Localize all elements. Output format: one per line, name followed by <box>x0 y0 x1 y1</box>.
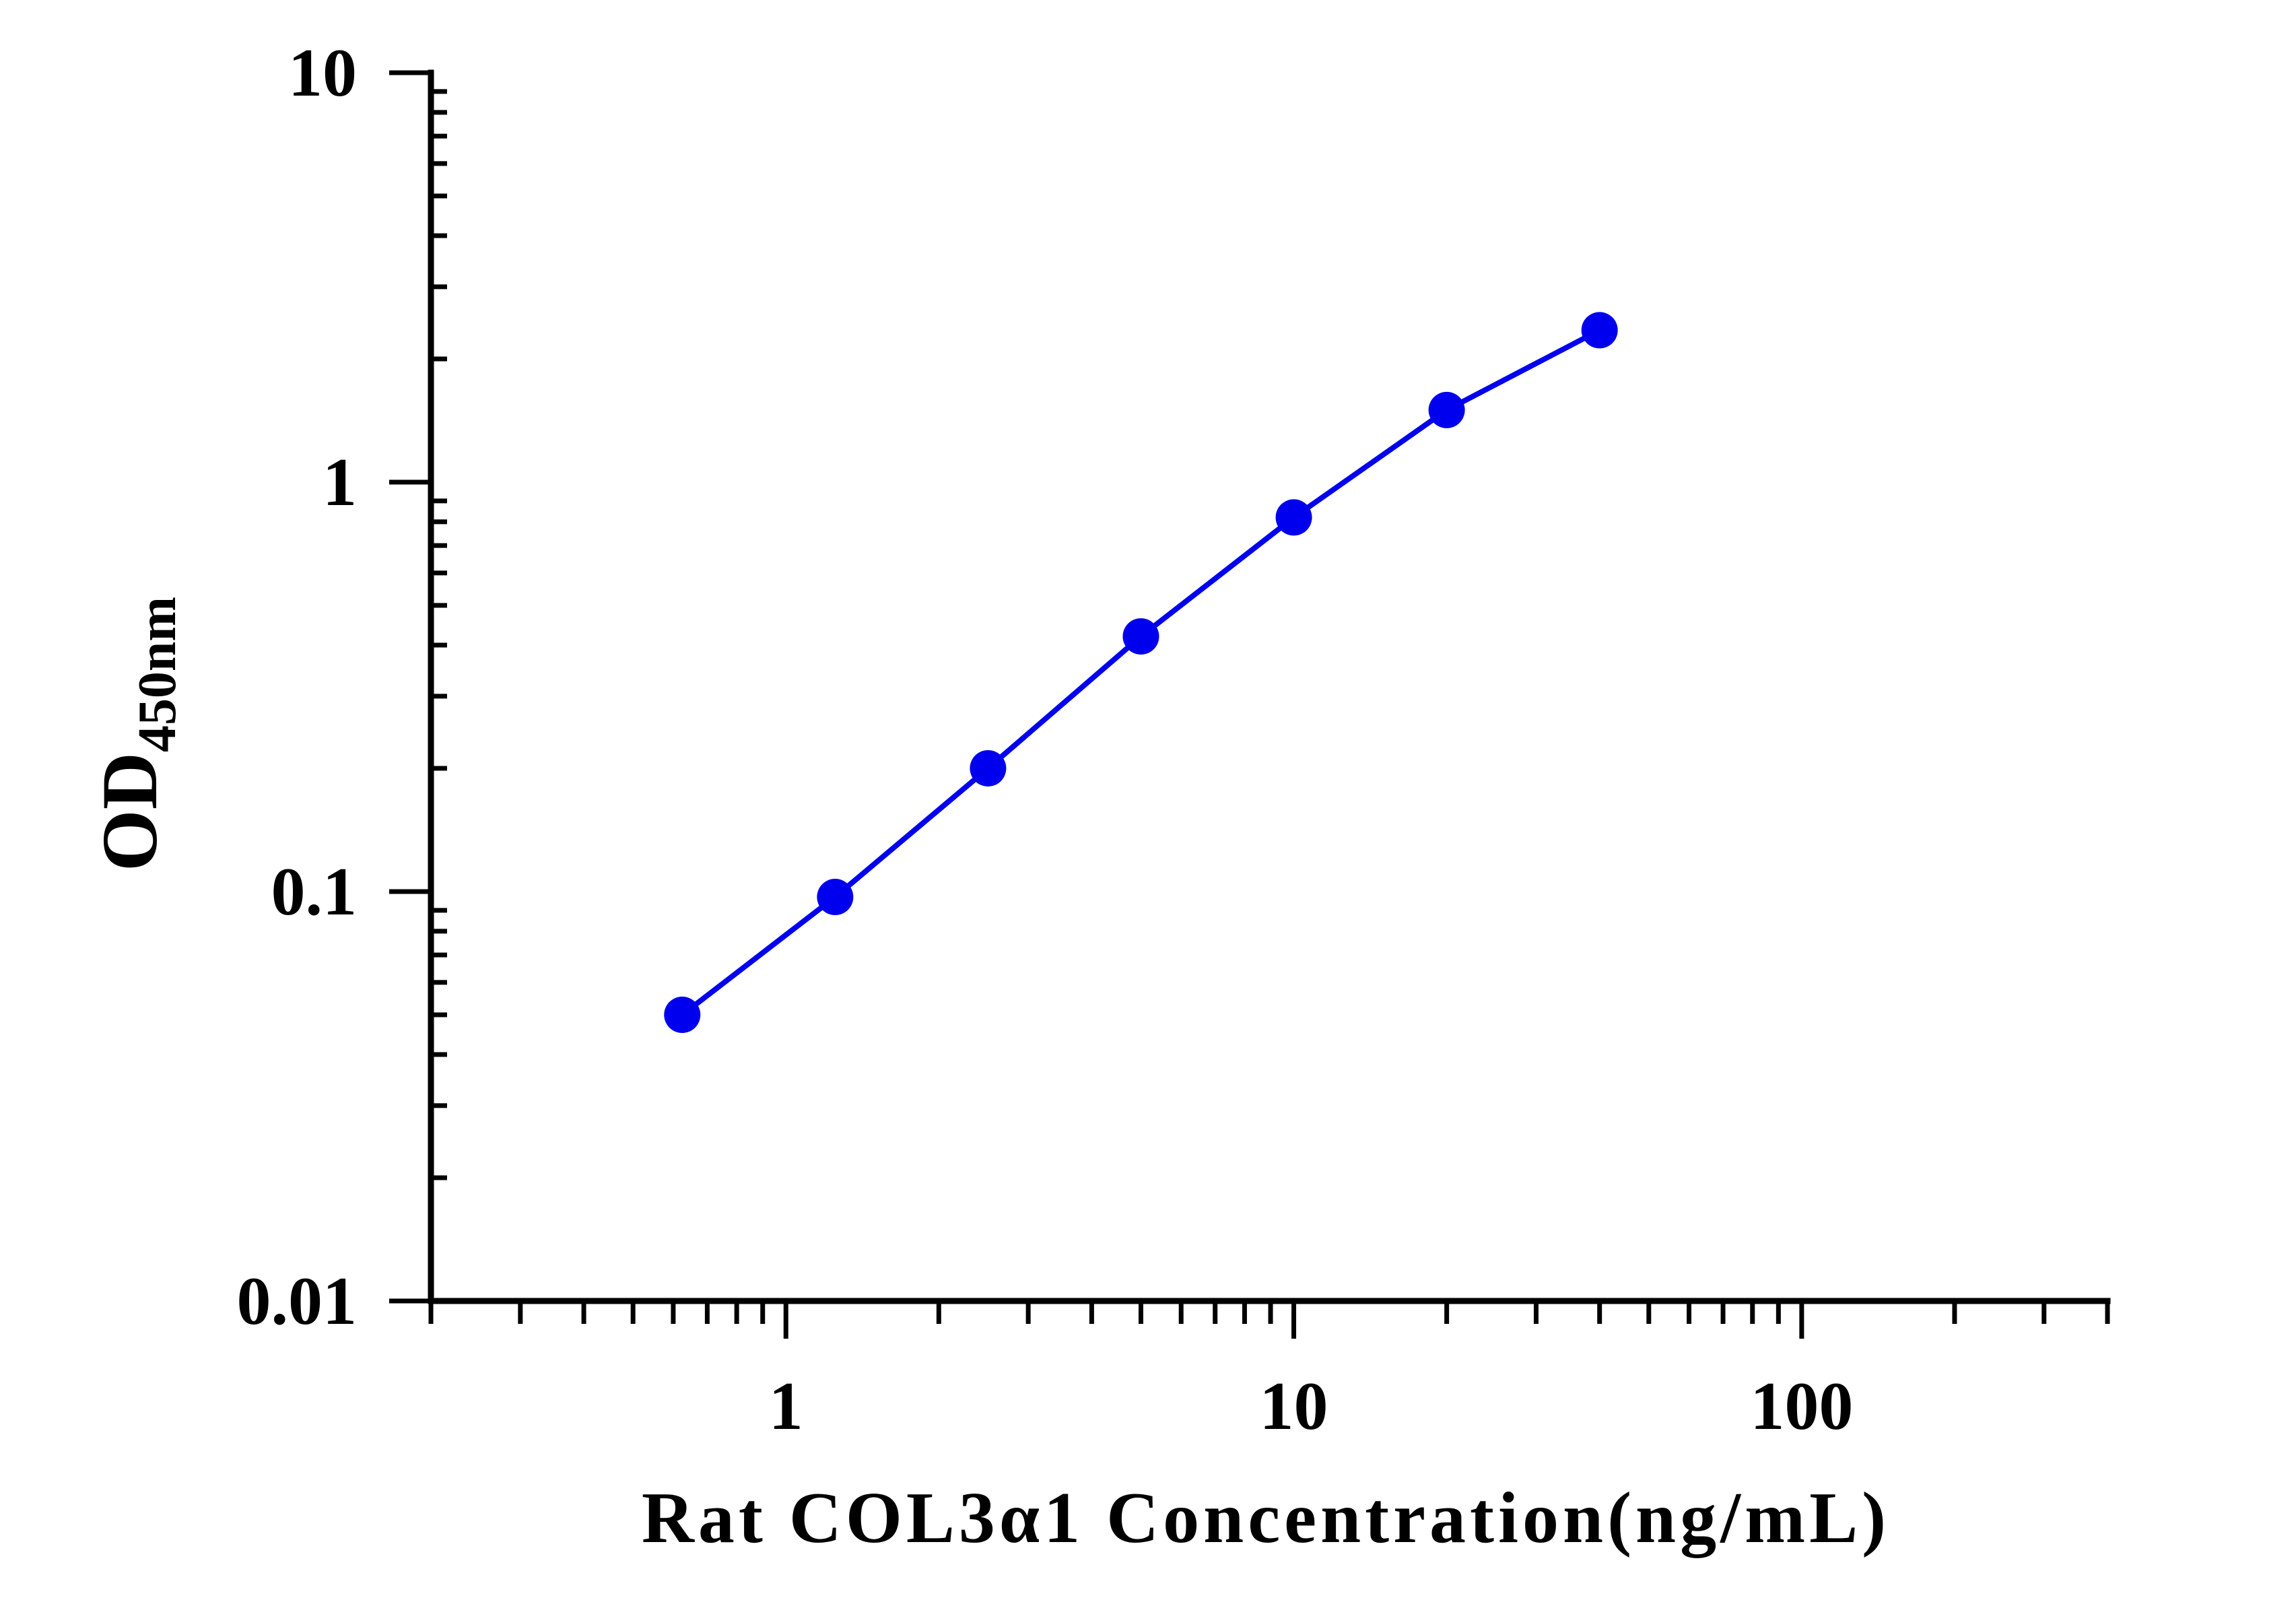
x-axis-title: Rat COL3α1 Concentration(ng/mL) <box>642 1478 1890 1558</box>
series-layer <box>664 312 1618 1034</box>
x-axis-ticks: 1 10 100 <box>428 1301 2110 1444</box>
y-tick-label: 10 <box>288 35 357 111</box>
x-tick-label: 100 <box>1750 1368 1853 1444</box>
y-axis-title-main: OD <box>86 752 174 871</box>
data-point <box>1275 499 1312 536</box>
y-tick-label: 0.01 <box>237 1263 358 1339</box>
x-tick-label: 10 <box>1260 1368 1328 1444</box>
x-tick-label: 1 <box>769 1368 803 1444</box>
data-point <box>1581 312 1618 349</box>
series-line <box>680 327 1601 1017</box>
data-point <box>970 749 1007 787</box>
y-axis-title-subscript: 450nm <box>128 597 187 752</box>
y-axis-title: OD450nm <box>86 597 187 871</box>
data-point <box>817 879 854 916</box>
data-point <box>1428 391 1465 428</box>
y-axis-ticks: 0.01 0.1 1 10 <box>237 35 447 1339</box>
data-point <box>664 997 701 1034</box>
y-axis-title-group: OD450nm <box>86 597 187 871</box>
data-point <box>1122 618 1159 655</box>
y-tick-label: 1 <box>323 444 357 521</box>
y-tick-label: 0.1 <box>271 854 358 930</box>
